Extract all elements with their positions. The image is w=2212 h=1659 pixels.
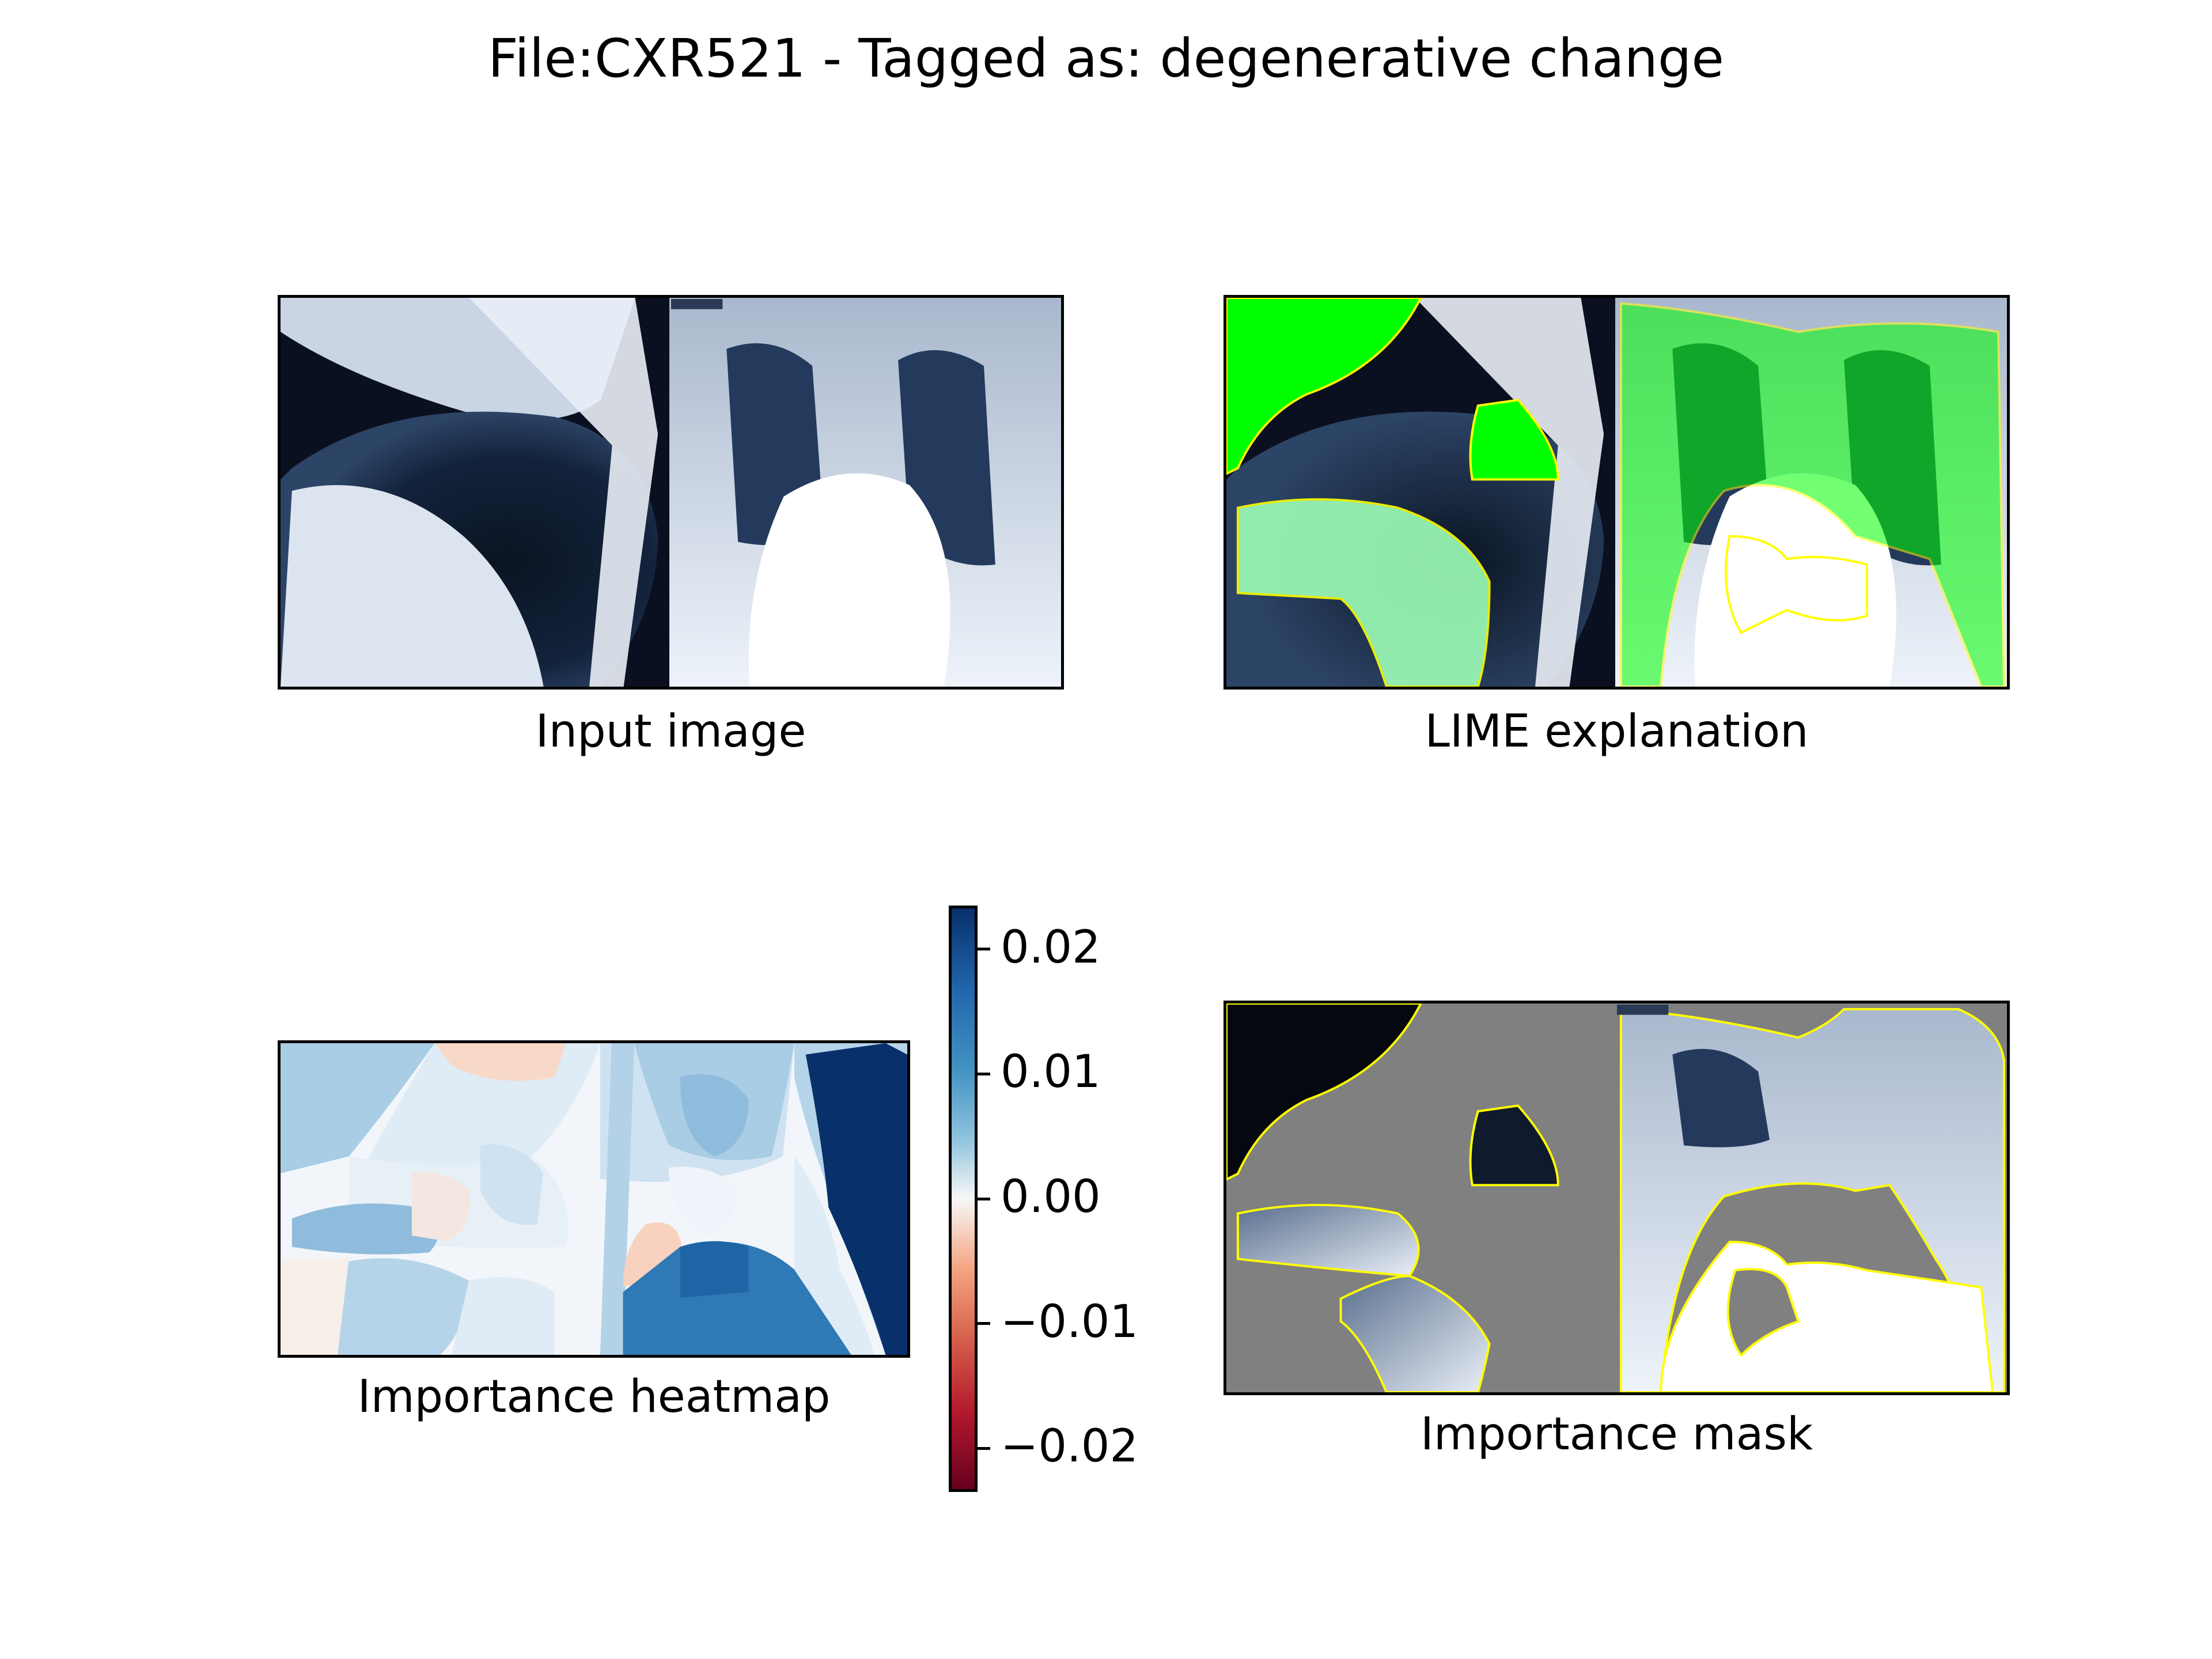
mask-overlay-image xyxy=(1226,1003,2007,1392)
colorbar-tick-label: −0.02 xyxy=(1001,1421,1139,1473)
importance-mask-panel xyxy=(1224,1001,2010,1395)
colorbar-tick-label: 0.02 xyxy=(1001,921,1101,974)
lime-explanation-panel xyxy=(1224,295,2010,690)
colorbar-tick xyxy=(978,1197,990,1200)
colorbar-tick xyxy=(978,948,990,951)
colorbar xyxy=(949,906,978,1492)
input-xray-image xyxy=(281,298,1061,687)
colorbar-tick-label: −0.01 xyxy=(1001,1296,1139,1348)
colorbar-tick xyxy=(978,1072,990,1075)
colorbar-tick xyxy=(978,1322,990,1325)
lime-explanation-caption: LIME explanation xyxy=(1425,706,1809,757)
importance-mask-caption: Importance mask xyxy=(1420,1408,1813,1460)
input-image-panel xyxy=(278,295,1064,690)
colorbar-tick-label: 0.00 xyxy=(1001,1171,1101,1223)
input-image-caption: Input image xyxy=(535,706,806,757)
heatmap-segments xyxy=(281,1043,907,1355)
importance-heatmap-caption: Importance heatmap xyxy=(357,1371,831,1423)
colorbar-tick xyxy=(978,1446,990,1450)
importance-heatmap-panel xyxy=(278,1040,910,1358)
figure-title: File:CXR521 - Tagged as: degenerative ch… xyxy=(488,28,1724,89)
colorbar-tick-label: 0.01 xyxy=(1001,1046,1101,1099)
lime-overlay-image xyxy=(1226,298,2007,687)
